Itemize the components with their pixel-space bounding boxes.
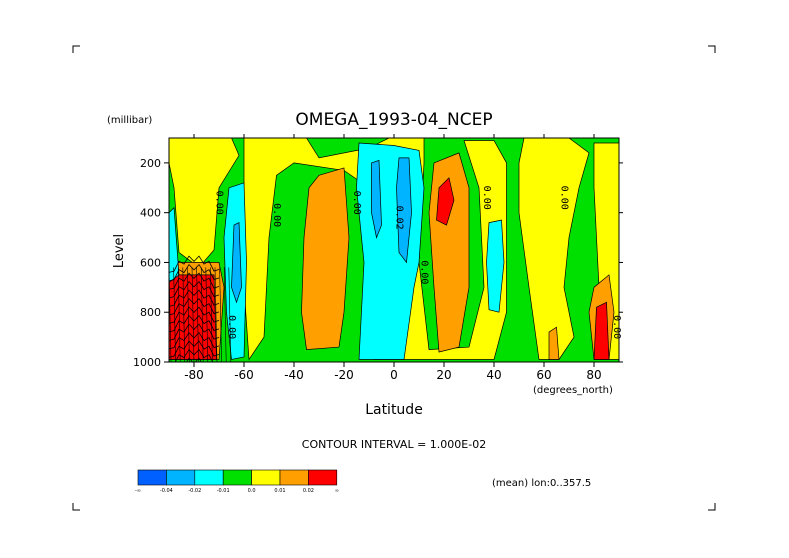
crop-mark-top-left xyxy=(72,45,80,53)
contour-region-blue-19 xyxy=(396,157,412,264)
polar-contour-line xyxy=(169,323,220,341)
colorbar-label: -0.02 xyxy=(188,488,201,494)
polar-contour-line xyxy=(214,267,218,362)
polar-contour-line xyxy=(169,306,220,324)
crop-mark-top-right xyxy=(708,45,716,53)
polar-contour-line xyxy=(169,331,220,350)
colorbar-label: -0.04 xyxy=(160,488,173,494)
x-axis-label: Latitude xyxy=(365,402,423,418)
polar-contour-line xyxy=(169,297,220,316)
colorbar-label: 0.01 xyxy=(274,488,285,494)
polar-contour-line xyxy=(169,443,219,459)
polar-contour-line xyxy=(173,267,176,362)
contour-value-label: 0.00 xyxy=(481,186,492,210)
y-tick-label: 400 xyxy=(140,207,161,220)
polar-contour-line xyxy=(169,384,219,400)
x-tick-label: 80 xyxy=(586,368,601,382)
polar-contour-line xyxy=(169,314,220,333)
polar-contour-line xyxy=(169,418,219,434)
y-tick-label: 600 xyxy=(140,256,161,269)
crop-marks xyxy=(72,45,716,511)
contour-value-label: 0.02 xyxy=(394,206,405,230)
contour-value-label: 0.00 xyxy=(559,186,570,210)
polar-contour-line xyxy=(205,267,209,362)
x-tick-label: 0 xyxy=(390,368,398,382)
x-tick-label: -60 xyxy=(234,368,254,382)
colorbar-swatch xyxy=(279,469,309,486)
polar-contour-line xyxy=(187,267,190,362)
colorbar-label: -∞ xyxy=(135,488,141,494)
polar-contour-line xyxy=(169,392,219,408)
contour-region-orange-12 xyxy=(548,326,560,360)
colorbar-swatch xyxy=(308,469,338,486)
contour-value-label: 0.00 xyxy=(611,315,622,339)
colorbar-swatch xyxy=(166,469,196,486)
y-tick-label: 800 xyxy=(140,306,161,319)
contour-region-blue-17 xyxy=(231,222,242,304)
x-axis-ticks: -80 -60 -40 -20 0 20 40 60 80 xyxy=(184,134,602,382)
contour-value-label: 0.00 xyxy=(271,203,282,227)
contour-value-label: 0.00 xyxy=(214,191,225,215)
contour-value-label: 0.00 xyxy=(419,260,430,284)
crop-mark-bottom-right xyxy=(708,503,716,511)
y-tick-label: 200 xyxy=(140,157,161,170)
polar-contour-line xyxy=(182,267,186,362)
colorbar-swatch xyxy=(222,469,252,486)
x-tick-label: -40 xyxy=(284,368,304,382)
y-axis-unit: (millibar) xyxy=(107,115,152,126)
chart-title: OMEGA_1993-04_NCEP xyxy=(295,110,492,130)
contour-label-layer: 0.00 0.00 0.00 0.02 0.00 0.00 0.00 0.00 0.00 xyxy=(214,186,623,340)
colorbar-label: 0.0 xyxy=(248,488,256,494)
contour-region-cyan-16 xyxy=(486,219,505,313)
x-axis-unit: (degrees_north) xyxy=(533,385,613,396)
polar-contour-line xyxy=(228,267,232,362)
contour-region-blue-18 xyxy=(371,159,382,239)
colorbar-swatch xyxy=(251,469,281,486)
x-tick-label: 20 xyxy=(436,368,451,382)
contour-value-label: 0.00 xyxy=(351,191,362,215)
contour-region-red-10 xyxy=(593,301,610,360)
polar-contour-line xyxy=(210,267,213,362)
contour-region-orange-5 xyxy=(301,167,350,350)
polar-contour-line xyxy=(169,289,220,307)
polar-contour-line xyxy=(191,267,195,362)
polar-contour-line xyxy=(169,255,220,273)
contour-region-cyan-15 xyxy=(169,206,180,283)
crop-mark-bottom-left xyxy=(72,503,80,511)
polar-contour-line xyxy=(169,426,219,442)
colorbar: -∞ -0.04 -0.02 -0.01 0.0 0.01 0.02 ∞ xyxy=(135,469,339,494)
polar-contour-line xyxy=(169,401,219,417)
colorbar-label: -0.01 xyxy=(217,488,230,494)
polar-contour-line xyxy=(169,435,219,451)
colorbar-label: 0.02 xyxy=(303,488,314,494)
contour-fill-layer xyxy=(169,138,619,362)
colorbar-label: ∞ xyxy=(335,488,339,494)
y-axis-ticks: 200 400 600 800 1000 xyxy=(133,157,623,369)
polar-contour-line xyxy=(169,452,219,468)
x-tick-label: -20 xyxy=(334,368,354,382)
colorbar-swatch xyxy=(194,469,224,486)
x-tick-label: 40 xyxy=(486,368,501,382)
contour-interval-text: CONTOUR INTERVAL = 1.000E-02 xyxy=(302,438,486,451)
contour-value-label: 0.00 xyxy=(226,315,237,339)
y-tick-label: 1000 xyxy=(133,356,161,369)
polar-contour-line xyxy=(169,409,219,425)
polar-contour-line xyxy=(223,267,227,362)
polar-contour-line xyxy=(196,267,199,362)
x-tick-label: 60 xyxy=(536,368,551,382)
polar-contour-line xyxy=(200,267,204,362)
contour-region-red-9 xyxy=(436,177,455,226)
mean-lon-note: (mean) lon:0..357.5 xyxy=(492,478,591,489)
polar-contour-line xyxy=(169,340,220,358)
x-tick-label: -80 xyxy=(184,368,204,382)
polar-contour-line xyxy=(219,267,222,362)
polar-contour-line xyxy=(177,267,181,362)
y-axis-label: Level xyxy=(112,234,127,268)
contour-line-layer xyxy=(169,255,232,468)
colorbar-swatch xyxy=(137,469,167,486)
contour-region-yellow-3 xyxy=(518,138,590,360)
